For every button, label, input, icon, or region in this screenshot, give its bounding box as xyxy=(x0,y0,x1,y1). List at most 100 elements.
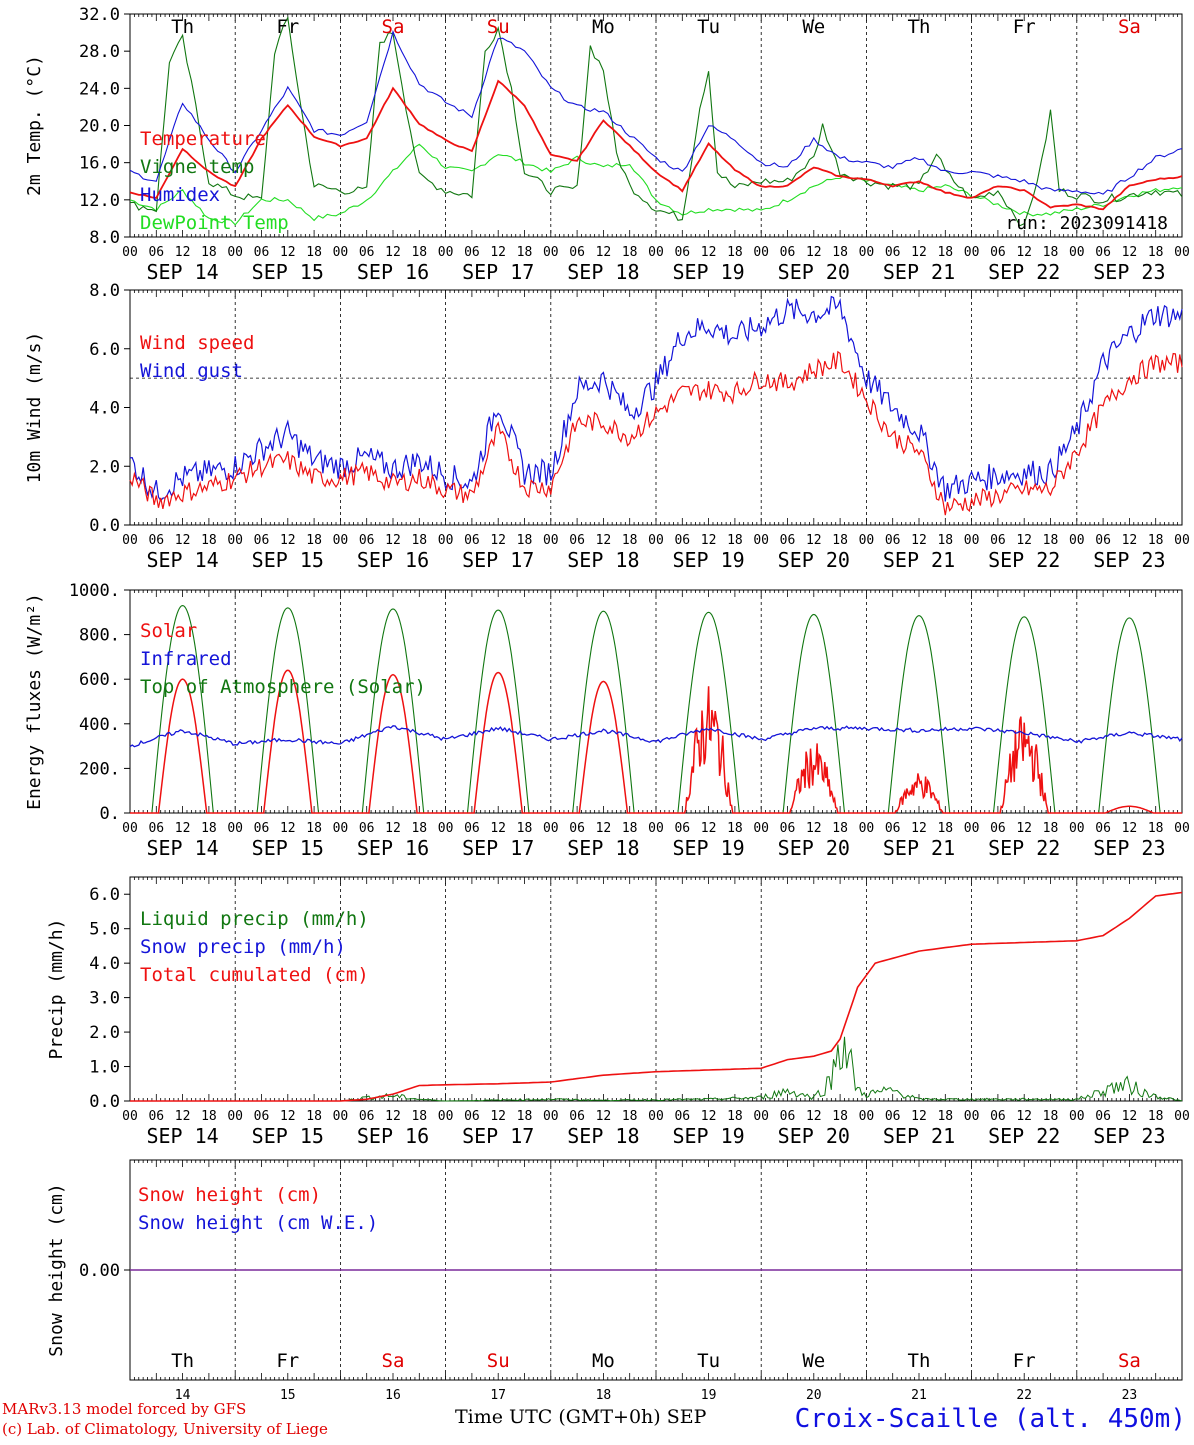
wind-hour-label: 18 xyxy=(1043,533,1059,548)
temp-hour-label: 06 xyxy=(674,245,690,260)
precip-hour-label: 00 xyxy=(859,1109,875,1124)
temp-hour-label: 12 xyxy=(175,245,191,260)
energy-date-label: SEP 18 xyxy=(567,836,639,860)
energy-ylabel: Energy fluxes (W/m²) xyxy=(24,593,45,810)
wind-date-label: SEP 20 xyxy=(778,548,850,572)
temp-hour-label: 18 xyxy=(306,245,322,260)
wind-hour-label: 12 xyxy=(596,533,612,548)
snow-weekday-label: Su xyxy=(487,1350,510,1372)
temp-weekday-label: We xyxy=(802,16,825,38)
energy-date-label: SEP 16 xyxy=(357,836,429,860)
snow-weekday-label: Fr xyxy=(276,1350,299,1372)
energy-hour-label: 18 xyxy=(201,821,217,836)
temp-hour-label: 18 xyxy=(622,245,638,260)
temp-ytick-label: 24.0 xyxy=(79,79,120,99)
temp-hour-label: 12 xyxy=(1016,245,1032,260)
precip-ytick-label: 5.0 xyxy=(89,920,120,940)
wind-panel: 0.0 2.0 4.0 6.0 8.0 10m Wind (m/s) Wind speed W… xyxy=(24,281,1190,572)
snow-weekday-label: Sa xyxy=(382,1350,405,1372)
precip-hour-label: 18 xyxy=(411,1109,427,1124)
precip-date-label: SEP 17 xyxy=(462,1124,534,1148)
wind-ylabel: 10m Wind (m/s) xyxy=(24,332,45,484)
temp-hour-label: 18 xyxy=(411,245,427,260)
snow-day-number: 19 xyxy=(701,1388,717,1403)
energy-hour-label: 18 xyxy=(517,821,533,836)
wind-hour-label: 18 xyxy=(517,533,533,548)
energy-legend-item: Solar xyxy=(140,620,197,642)
precip-legend-item: Liquid precip (mm/h) xyxy=(140,908,369,930)
wind-date-label: SEP 18 xyxy=(567,548,639,572)
wind-hour-label: 06 xyxy=(569,533,585,548)
precip-ytick-label: 4.0 xyxy=(89,954,120,974)
wind-hour-label: 18 xyxy=(622,533,638,548)
snow-weekday-label: Sa xyxy=(1118,1350,1141,1372)
precip-hour-label: 06 xyxy=(990,1109,1006,1124)
precip-hour-label: 18 xyxy=(306,1109,322,1124)
energy-hour-label: 18 xyxy=(411,821,427,836)
temp-hour-label: 00 xyxy=(964,245,980,260)
energy-hour-label: 06 xyxy=(569,821,585,836)
energy-legend-item: Top of Atmosphere (Solar) xyxy=(140,676,426,698)
precip-hour-label: 00 xyxy=(543,1109,559,1124)
precip-hour-label: 18 xyxy=(727,1109,743,1124)
snow-weekday-label: We xyxy=(802,1350,825,1372)
temp-hour-label: 06 xyxy=(990,245,1006,260)
wind-hour-label: 18 xyxy=(832,533,848,548)
energy-hour-label: 06 xyxy=(359,821,375,836)
wind-ytick-label: 8.0 xyxy=(89,281,120,301)
energy-hour-label: 06 xyxy=(780,821,796,836)
precip-date-label: SEP 20 xyxy=(778,1124,850,1148)
temp-hour-label: 00 xyxy=(227,245,243,260)
energy-hour-label: 18 xyxy=(622,821,638,836)
wind-hour-label: 00 xyxy=(122,533,138,548)
temp-date-label: SEP 22 xyxy=(988,260,1060,284)
precip-hour-label: 12 xyxy=(911,1109,927,1124)
temp-weekday-label: Th xyxy=(908,16,931,38)
snow-day-number: 21 xyxy=(911,1388,927,1403)
temp-ylabel: 2m Temp. (°C) xyxy=(24,55,45,196)
wind-hour-label: 00 xyxy=(543,533,559,548)
temp-date-label: SEP 14 xyxy=(146,260,218,284)
energy-hour-label: 18 xyxy=(1043,821,1059,836)
temp-hour-label: 06 xyxy=(464,245,480,260)
temp-date-label: SEP 19 xyxy=(672,260,744,284)
temp-hour-label: 06 xyxy=(569,245,585,260)
energy-ytick-label: 600. xyxy=(79,670,120,690)
precip-ytick-label: 0.0 xyxy=(89,1092,120,1112)
run-label: run: 2023091418 xyxy=(1005,213,1168,234)
wind-hour-label: 00 xyxy=(438,533,454,548)
temp-ytick-label: 32.0 xyxy=(79,5,120,25)
wind-hour-label: 06 xyxy=(990,533,1006,548)
wind-date-label: SEP 22 xyxy=(988,548,1060,572)
energy-series-solar xyxy=(130,669,1182,814)
precip-hour-label: 18 xyxy=(201,1109,217,1124)
temp-weekday-label: Tu xyxy=(697,16,720,38)
energy-hour-label: 00 xyxy=(438,821,454,836)
wind-legend-item: Wind gust xyxy=(140,360,243,382)
precip-hour-label: 12 xyxy=(1016,1109,1032,1124)
temp-date-label: SEP 20 xyxy=(778,260,850,284)
wind-hour-label: 18 xyxy=(1148,533,1164,548)
snow-day-number: 22 xyxy=(1016,1388,1032,1403)
wind-hour-label: 18 xyxy=(727,533,743,548)
snow-day-number: 23 xyxy=(1122,1388,1138,1403)
snow-day-number: 15 xyxy=(280,1388,296,1403)
energy-hour-label: 06 xyxy=(885,821,901,836)
snow-panel: 0.00 Snow height (cm) Snow height (cm) Snow… xyxy=(46,1159,1183,1403)
energy-hour-label: 00 xyxy=(333,821,349,836)
wind-hour-label: 12 xyxy=(175,533,191,548)
temp-hour-label: 12 xyxy=(806,245,822,260)
temp-weekday-label: Su xyxy=(487,16,510,38)
energy-hour-label: 12 xyxy=(385,821,401,836)
snow-day-number: 20 xyxy=(806,1388,822,1403)
temp-hour-label: 18 xyxy=(1148,245,1164,260)
snow-day-number: 16 xyxy=(385,1388,401,1403)
wind-hour-label: 06 xyxy=(254,533,270,548)
wind-hour-label: 12 xyxy=(385,533,401,548)
energy-hour-label: 06 xyxy=(990,821,1006,836)
precip-ytick-label: 2.0 xyxy=(89,1023,120,1043)
wind-hour-label: 12 xyxy=(806,533,822,548)
energy-ytick-label: 400. xyxy=(79,715,120,735)
temp-series-dewpoint-temp xyxy=(130,143,1182,226)
